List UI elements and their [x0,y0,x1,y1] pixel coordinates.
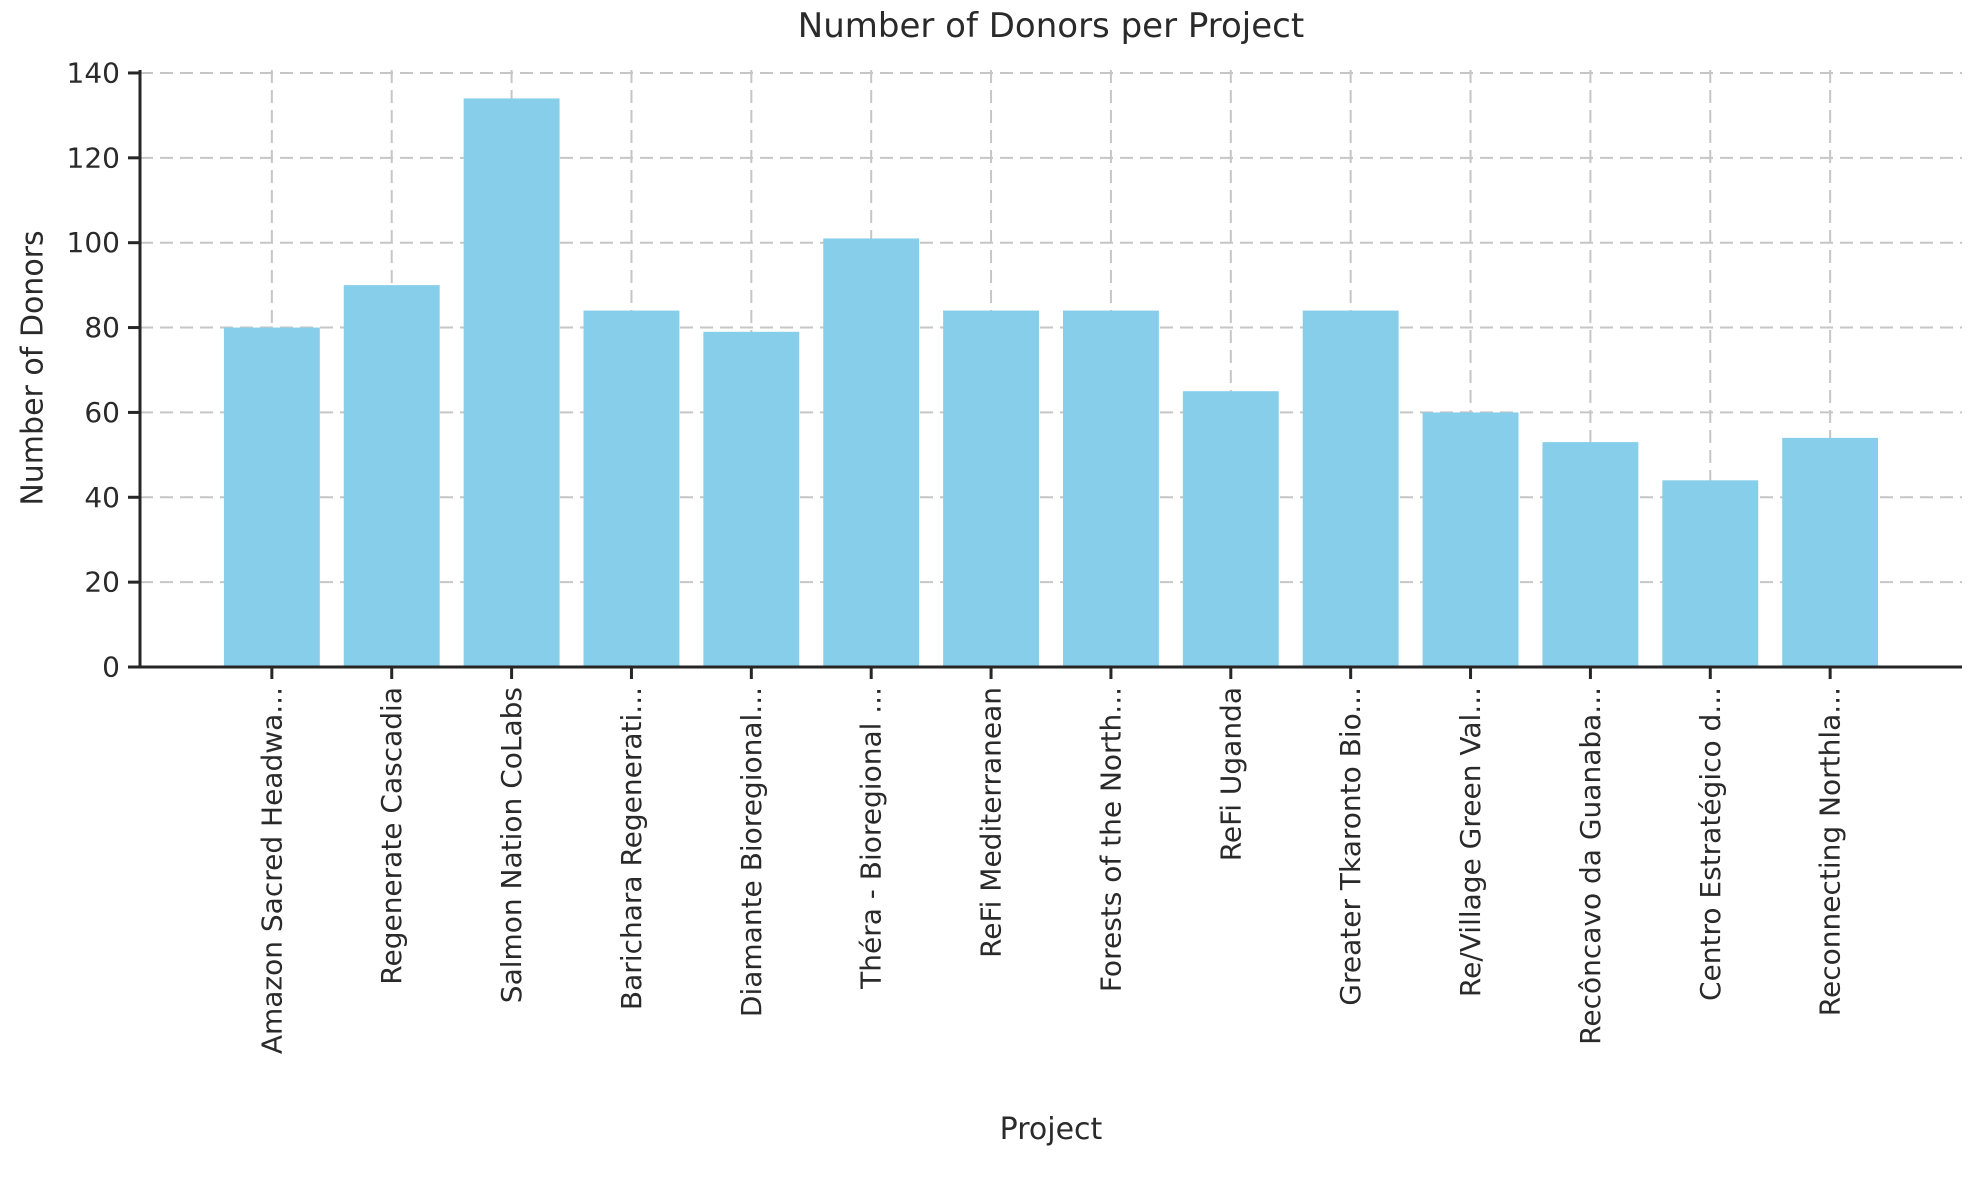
x-tick-label: Barichara Regenerati... [615,687,648,1010]
x-tick-label: Salmon Nation CoLabs [495,687,528,1003]
bar [1542,442,1639,667]
y-tick-label: 100 [67,226,120,259]
x-tick-label: Amazon Sacred Headwa... [255,687,288,1054]
bar [463,98,560,667]
bar [223,327,320,667]
bar [823,238,920,667]
x-tick-label: Re/Village Green Val... [1454,687,1487,997]
x-tick-label: Reconnecting Northla... [1814,687,1847,1016]
x-tick-label: Forests of the North... [1094,687,1127,992]
bar [343,285,440,667]
x-tick-label: Recôncavo da Guanaba... [1574,687,1607,1045]
bar [943,310,1040,667]
x-tick-label: ReFi Uganda [1214,687,1247,861]
y-tick-label: 20 [84,566,120,599]
x-axis-label: Project [999,1112,1103,1147]
bar [703,331,800,667]
y-tick-label: 0 [102,651,120,684]
bar [1782,437,1879,667]
x-tick-label: Diamante Bioregional... [735,687,768,1017]
y-tick-label: 80 [84,311,120,344]
y-tick-label: 60 [84,396,120,429]
x-tick-label: ReFi Mediterranean [975,687,1008,958]
x-tick-label: Regenerate Cascadia [375,687,408,985]
bar [1662,480,1759,667]
y-tick-label: 120 [67,141,120,174]
bar [1302,310,1399,667]
bar [1182,391,1279,667]
x-tick-label: Centro Estratégico d... [1694,687,1727,1001]
y-tick-label: 40 [84,481,120,514]
y-tick-label: 140 [67,56,120,89]
chart-title: Number of Donors per Project [797,6,1305,46]
x-tick-label: Greater Tkaronto Bio... [1334,687,1367,1006]
bar [583,310,680,667]
x-tick-label: Théra - Bioregional ... [855,687,888,990]
bar [1062,310,1159,667]
bar [1422,412,1519,667]
